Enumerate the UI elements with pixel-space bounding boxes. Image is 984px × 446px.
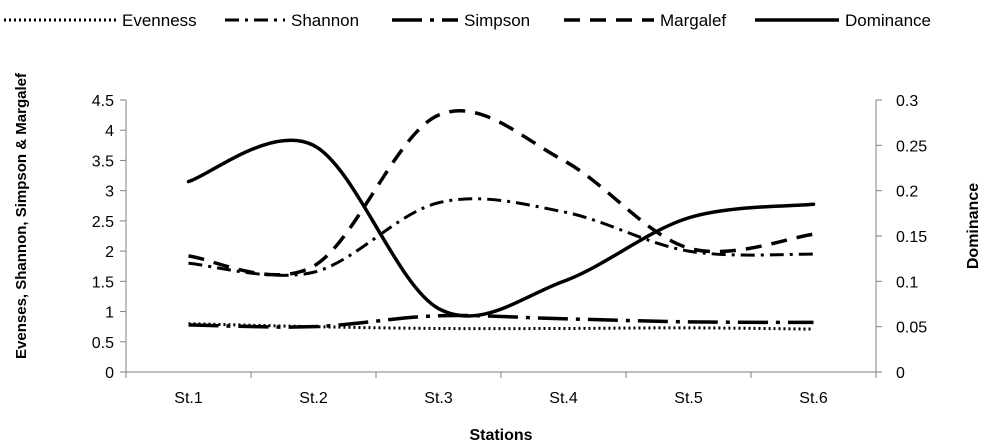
y-tick-label: 3: [105, 184, 114, 201]
legend-label: Margalef: [660, 11, 726, 30]
y-tick-label: 0.5: [92, 335, 114, 352]
series-line-dominance: [186, 138, 816, 318]
y2-axis-title: Dominance: [965, 183, 982, 269]
y-tick-label: 1.5: [92, 274, 114, 291]
y-tick-label: 3.5: [92, 153, 114, 170]
legend-item-margalef: Margalef: [564, 11, 726, 30]
series-layer: [186, 109, 816, 331]
x-tick-label: St.3: [424, 390, 453, 407]
y2-tick-label: 0.2: [896, 184, 918, 201]
y-tick-label: 1: [105, 305, 114, 322]
series-line-margalef: [188, 109, 814, 277]
y-tick-label: 2.5: [92, 214, 114, 231]
y-tick-label: 4.5: [92, 93, 114, 110]
x-tick-label: St.5: [674, 390, 703, 407]
x-tick-label: St.1: [174, 390, 203, 407]
x-tick-label: St.4: [549, 390, 578, 407]
y-axis-title: Evenses, Shannon, Simpson & Margalef: [13, 72, 30, 359]
y2-tick-label: 0: [896, 365, 905, 382]
legend: Evenness Shannon Simpson Margalef Dominance: [4, 11, 931, 30]
y2-tick-label: 0.1: [896, 274, 918, 291]
x-tick-label: St.6: [799, 390, 828, 407]
legend-label: Shannon: [291, 11, 359, 30]
y-tick-label: 2: [105, 244, 114, 261]
y2-tick-label: 0.25: [896, 138, 927, 155]
series-line-shannon: [188, 197, 814, 277]
y-tick-label: 4: [105, 123, 114, 140]
legend-label: Evenness: [122, 11, 197, 30]
series-line-evenness: [188, 322, 814, 331]
y2-tick-label: 0.05: [896, 320, 927, 337]
legend-label: Simpson: [464, 11, 530, 30]
series-line-simpson: [188, 313, 814, 329]
legend-item-shannon: Shannon: [225, 11, 359, 30]
legend-item-simpson: Simpson: [392, 11, 530, 30]
x-tick-label: St.2: [299, 390, 328, 407]
y2-tick-label: 0.3: [896, 93, 918, 110]
y-tick-label: 0: [105, 365, 114, 382]
legend-item-evenness: Evenness: [4, 11, 197, 30]
y2-tick-label: 0.15: [896, 229, 927, 246]
legend-label: Dominance: [845, 11, 931, 30]
legend-item-dominance: Dominance: [755, 11, 931, 30]
axes: 0 0.5 1 1.5 2 2.5 3 3.5 4 4.5 0 0.05 0.1 0.15 0.2 0.25 0…: [92, 93, 927, 407]
x-axis-title: Stations: [469, 427, 532, 444]
